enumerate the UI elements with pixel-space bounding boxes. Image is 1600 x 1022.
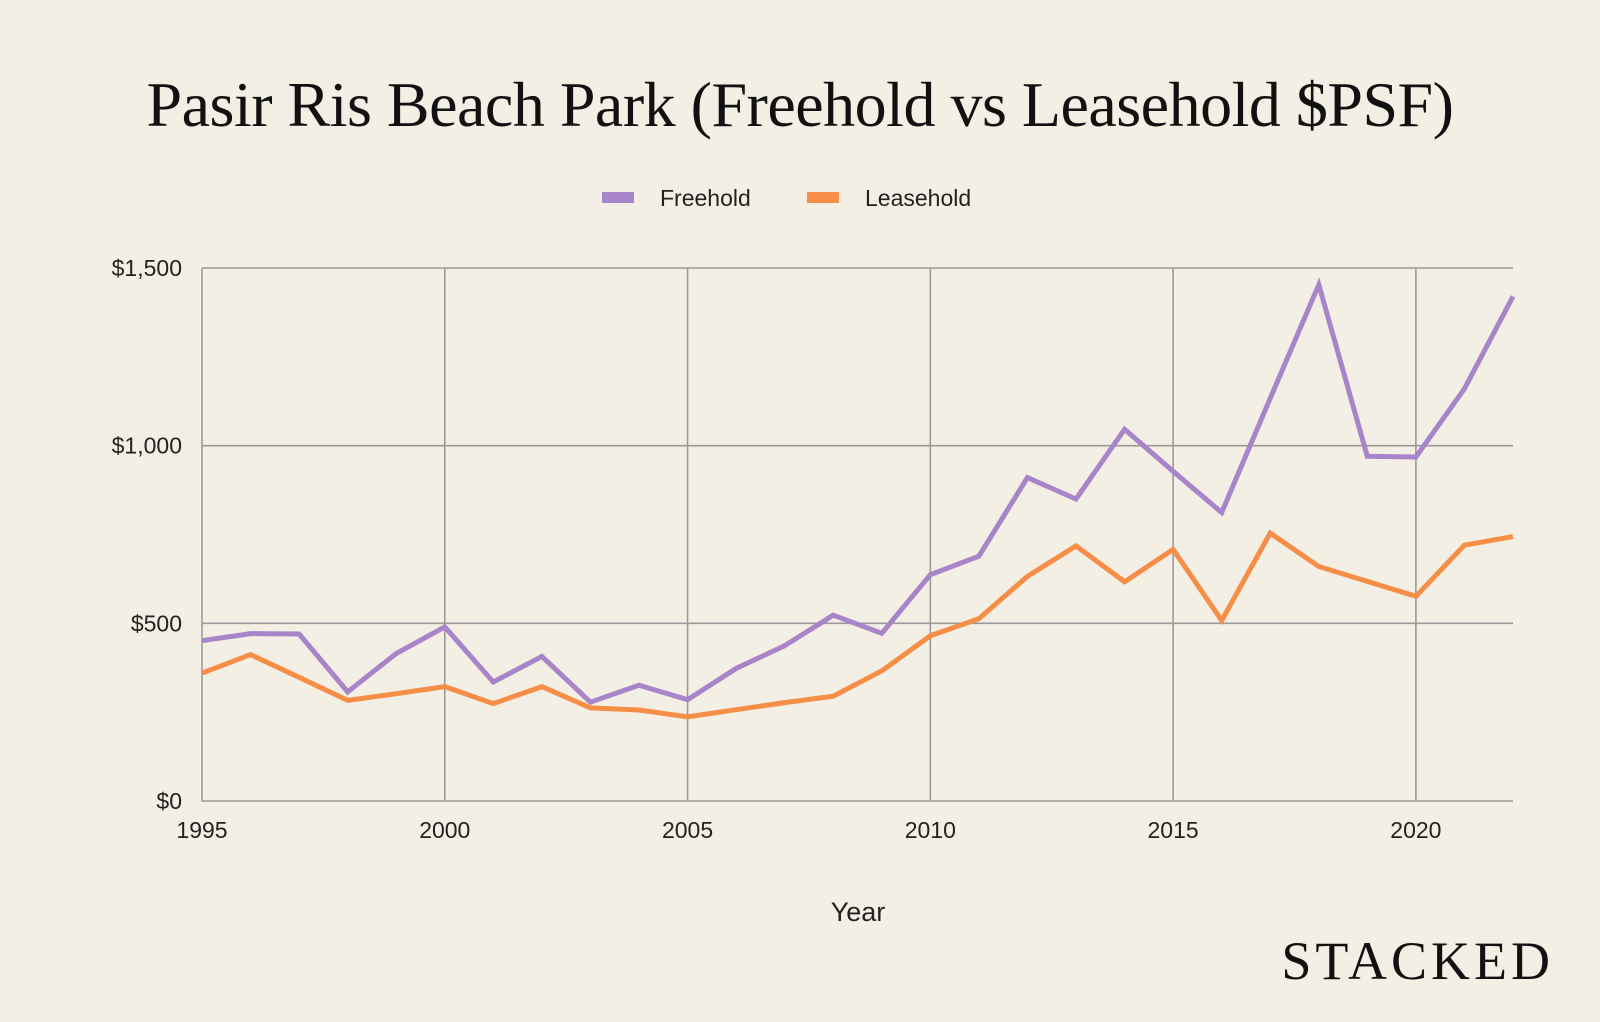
x-tick-label: 2000: [419, 817, 470, 843]
legend-swatch-freehold: [602, 192, 634, 203]
series-line-leasehold: [201, 529, 1514, 720]
grid-lines: [201, 267, 1513, 802]
legend-swatch-leasehold: [807, 192, 839, 203]
legend-label-leasehold: Leasehold: [865, 185, 971, 211]
x-tick-label: 2010: [905, 817, 956, 843]
y-tick-label: $500: [131, 610, 182, 636]
series-lines: [201, 277, 1516, 720]
y-tick-label: $1,000: [112, 433, 182, 459]
series-line-freehold: [201, 277, 1516, 706]
legend-label-freehold: Freehold: [660, 185, 751, 211]
x-axis-title: Year: [831, 897, 886, 927]
stacked-logo: STACKED: [1281, 931, 1554, 991]
x-tick-label: 2020: [1390, 817, 1441, 843]
y-tick-label: $1,500: [112, 255, 182, 281]
tick-labels: $0 $500 $1,000 $1,500 1995 2000 2005 2010 2015 20…: [112, 255, 1442, 843]
legend: Freehold Leasehold: [602, 185, 971, 211]
y-tick-label: $0: [156, 788, 182, 814]
x-tick-label: 2015: [1148, 817, 1199, 843]
chart-title: Pasir Ris Beach Park (Freehold vs Leaseh…: [146, 69, 1454, 140]
x-tick-label: 1995: [176, 817, 227, 843]
x-tick-label: 2005: [662, 817, 713, 843]
